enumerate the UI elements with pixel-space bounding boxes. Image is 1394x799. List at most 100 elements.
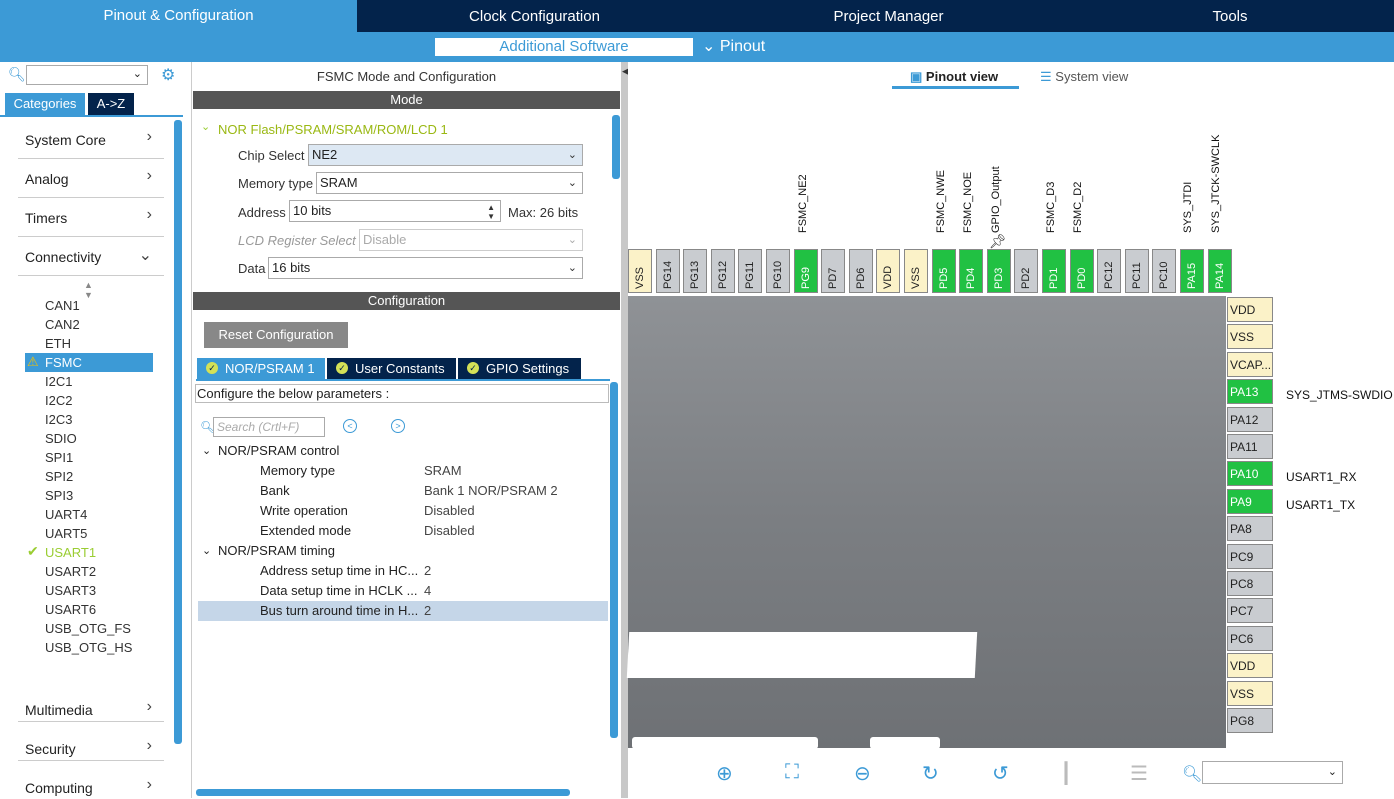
pin-pg14[interactable]: PG14 — [655, 249, 680, 293]
pin-pg8[interactable]: PG8 — [1227, 708, 1273, 733]
parameter-search-input[interactable]: Search (Crtl+F) — [213, 417, 325, 437]
category-security[interactable]: Security › — [18, 722, 164, 761]
param-row[interactable]: Address setup time in HC... 2 — [198, 561, 608, 581]
pin-pc9[interactable]: PC9 — [1227, 543, 1273, 569]
peripheral-i2c1[interactable]: I2C1 — [45, 374, 73, 389]
tab-categories[interactable]: Categories — [5, 93, 85, 115]
pin-pa14[interactable]: PA14 — [1207, 249, 1232, 293]
peripheral-sdio[interactable]: SDIO — [45, 431, 77, 446]
param-row[interactable]: Write operation Disabled — [198, 501, 608, 521]
tab-project-manager[interactable]: Project Manager — [833, 8, 944, 25]
pin-vss[interactable]: VSS — [1227, 680, 1273, 706]
param-row-selected[interactable]: Bus turn around time in H... 2 — [198, 601, 608, 621]
peripheral-i2c3[interactable]: I2C3 — [45, 412, 73, 427]
pin-pg13[interactable]: PG13 — [683, 249, 708, 293]
peripheral-spi2[interactable]: SPI2 — [45, 469, 74, 484]
pin-pa10[interactable]: PA10 — [1227, 461, 1273, 487]
pin-pa11[interactable]: PA11 — [1227, 434, 1273, 459]
pin-pg12[interactable]: PG12 — [710, 249, 735, 293]
fit-screen-icon[interactable]: ⛶ — [785, 761, 799, 783]
gear-icon[interactable]: ⚙ — [161, 67, 176, 84]
pin-pd0[interactable]: PD0 — [1069, 249, 1094, 293]
peripheral-eth[interactable]: ETH — [45, 336, 71, 351]
pin-pg10[interactable]: PG10 — [766, 249, 790, 293]
address-spinner[interactable]: 10 bits ▲ ▼ — [289, 200, 501, 222]
peripheral-fsmc[interactable]: FSMC — [45, 355, 82, 370]
rotate-right-icon[interactable]: ↻ — [922, 763, 939, 785]
pin-pa13[interactable]: PA13 — [1227, 379, 1273, 405]
category-search-input[interactable]: ⌄ — [26, 65, 148, 85]
chevron-down-icon[interactable]: ⌄ — [201, 121, 211, 133]
category-computing[interactable]: Computing › — [18, 761, 164, 799]
flip-horizontal-icon[interactable]: ☰ — [1130, 763, 1148, 785]
pin-pc8[interactable]: PC8 — [1227, 571, 1273, 596]
tab-pinout-view[interactable]: ▣ Pinout view — [910, 69, 998, 85]
peripheral-uart5[interactable]: UART5 — [45, 526, 88, 541]
mode-scrollbar[interactable] — [612, 115, 620, 179]
pin-vss[interactable]: VSS — [904, 249, 928, 293]
tab-gpio-settings[interactable]: ✓ GPIO Settings — [458, 358, 581, 379]
panel-splitter[interactable] — [621, 62, 628, 798]
pin-pg11[interactable]: PG11 — [738, 249, 763, 293]
pin-pc11[interactable]: PC11 — [1124, 249, 1149, 293]
peripheral-spi3[interactable]: SPI3 — [45, 488, 74, 503]
tab-tools[interactable]: Tools — [1212, 8, 1248, 25]
zoom-in-icon[interactable]: ⊕ — [716, 763, 733, 785]
zoom-out-icon[interactable]: ⊖ — [854, 763, 871, 785]
collapse-icon[interactable]: ◀ — [622, 66, 629, 76]
flip-vertical-icon[interactable]: ┃ — [1060, 763, 1073, 785]
peripheral-usb-otg-hs[interactable]: USB_OTG_HS — [45, 640, 133, 655]
peripheral-spi1[interactable]: SPI1 — [45, 450, 74, 465]
rotate-left-icon[interactable]: ↺ — [992, 763, 1009, 785]
group-nor-psram-control[interactable]: ⌄ NOR/PSRAM control — [198, 441, 608, 461]
param-row[interactable]: Memory type SRAM — [198, 461, 608, 481]
group-nor-psram-timing[interactable]: ⌄ NOR/PSRAM timing — [198, 541, 608, 561]
spinner-arrows-icon[interactable]: ▲ ▼ — [487, 203, 495, 221]
pin-search-input[interactable]: ⌄ — [1202, 761, 1343, 784]
previous-icon[interactable]: < — [343, 419, 357, 433]
peripheral-usart6[interactable]: USART6 — [45, 602, 97, 617]
pin-pg9[interactable]: PG9 — [793, 249, 818, 293]
peripheral-usart2[interactable]: USART2 — [45, 564, 97, 579]
additional-software-button[interactable]: Additional Software — [435, 38, 693, 56]
pin-pa12[interactable]: PA12 — [1227, 406, 1273, 432]
pin-pd2[interactable]: PD2 — [1014, 249, 1039, 293]
pin-pc12[interactable]: PC12 — [1097, 249, 1122, 293]
pin-vss[interactable]: VSS — [628, 249, 652, 293]
sort-icon[interactable]: ▲ ▼ — [84, 280, 93, 300]
next-icon[interactable]: > — [391, 419, 405, 433]
data-dropdown[interactable]: 16 bits ⌄ — [268, 257, 583, 279]
pin-vcap[interactable]: VCAP... — [1227, 351, 1273, 377]
chip-select-dropdown[interactable]: NE2 ⌄ — [308, 144, 583, 166]
param-row[interactable]: Data setup time in HCLK ... 4 — [198, 581, 608, 601]
pin-pd4[interactable]: PD4 — [959, 249, 984, 293]
category-system-core[interactable]: System Core › — [18, 120, 164, 159]
pin-pd7[interactable]: PD7 — [821, 249, 846, 293]
peripheral-fsmc-selected[interactable] — [25, 353, 153, 372]
category-multimedia[interactable]: Multimedia › — [18, 683, 164, 722]
tab-system-view[interactable]: ☰ System view — [1040, 69, 1128, 85]
pin-pa9[interactable]: PA9 — [1227, 488, 1273, 514]
pinout-menu[interactable]: ⌄ Pinout — [702, 37, 765, 57]
pin-pd6[interactable]: PD6 — [848, 249, 873, 293]
config-scrollbar[interactable] — [610, 382, 618, 738]
pin-pc10[interactable]: PC10 — [1152, 249, 1177, 293]
tab-nor-psram-1[interactable]: ✓ NOR/PSRAM 1 — [197, 358, 325, 379]
pin-pd5[interactable]: PD5 — [931, 249, 956, 293]
category-timers[interactable]: Timers › — [18, 198, 164, 237]
pin-pc7[interactable]: PC7 — [1227, 598, 1273, 624]
param-row[interactable]: Extended mode Disabled — [198, 521, 608, 541]
peripheral-can1[interactable]: CAN1 — [45, 298, 80, 313]
param-row[interactable]: Bank Bank 1 NOR/PSRAM 2 — [198, 481, 608, 501]
reset-configuration-button[interactable]: Reset Configuration — [204, 322, 348, 348]
pin-vss[interactable]: VSS — [1227, 324, 1273, 350]
left-scrollbar[interactable] — [174, 120, 182, 744]
pin-vdd[interactable]: VDD — [1227, 653, 1273, 679]
peripheral-usart1[interactable]: USART1 — [45, 545, 97, 560]
tab-a-z[interactable]: A->Z — [88, 93, 134, 115]
peripheral-uart4[interactable]: UART4 — [45, 507, 88, 522]
peripheral-can2[interactable]: CAN2 — [45, 317, 80, 332]
horizontal-scrollbar[interactable] — [196, 789, 570, 796]
peripheral-usb-otg-fs[interactable]: USB_OTG_FS — [45, 621, 131, 636]
peripheral-i2c2[interactable]: I2C2 — [45, 393, 73, 408]
